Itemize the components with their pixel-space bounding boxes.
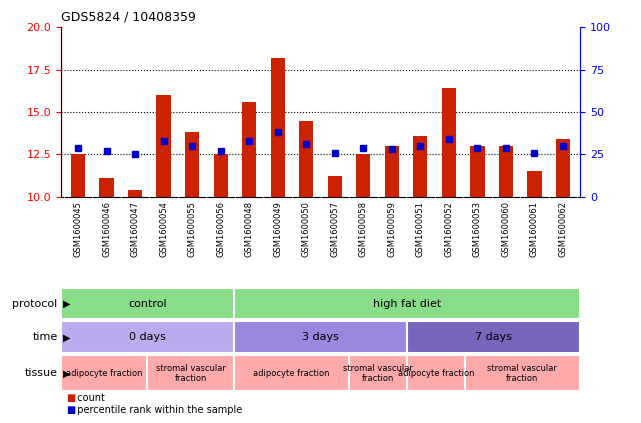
Text: protocol: protocol [12, 299, 58, 308]
Bar [407, 321, 580, 353]
Bar [385, 146, 399, 197]
Text: GSM1600055: GSM1600055 [188, 201, 197, 257]
Text: GSM1600049: GSM1600049 [273, 201, 282, 257]
Text: ▶: ▶ [63, 332, 71, 342]
Text: stromal vascular
fraction: stromal vascular fraction [343, 364, 413, 383]
Text: adipocyte fraction: adipocyte fraction [397, 369, 474, 378]
Bar [413, 136, 428, 197]
Text: 0 days: 0 days [129, 332, 166, 342]
Text: 3 days: 3 days [302, 332, 339, 342]
Bar [99, 178, 113, 197]
Text: high fat diet: high fat diet [373, 299, 441, 308]
Text: stromal vascular
fraction: stromal vascular fraction [487, 364, 558, 383]
Bar [407, 355, 465, 391]
Text: GDS5824 / 10408359: GDS5824 / 10408359 [61, 11, 196, 24]
Text: GSM1600061: GSM1600061 [530, 201, 539, 257]
Bar [465, 355, 580, 391]
Text: GSM1600057: GSM1600057 [330, 201, 339, 257]
Bar [61, 355, 147, 391]
Text: GSM1600048: GSM1600048 [245, 201, 254, 257]
Bar [528, 171, 542, 197]
Text: GSM1600062: GSM1600062 [558, 201, 567, 257]
Text: adipocyte fraction: adipocyte fraction [66, 369, 142, 378]
Bar [556, 139, 570, 197]
Bar [156, 95, 171, 197]
Text: ■: ■ [66, 393, 75, 403]
Text: GSM1600045: GSM1600045 [74, 201, 83, 257]
Bar [128, 190, 142, 197]
Text: 7 days: 7 days [475, 332, 512, 342]
Text: GSM1600046: GSM1600046 [102, 201, 111, 257]
Text: time: time [33, 332, 58, 342]
Bar [234, 355, 349, 391]
Bar [442, 88, 456, 197]
Bar [213, 154, 228, 197]
Bar [470, 146, 485, 197]
Bar [147, 355, 234, 391]
Text: tissue: tissue [25, 368, 58, 378]
Text: GSM1600060: GSM1600060 [501, 201, 510, 257]
Text: stromal vascular
fraction: stromal vascular fraction [156, 364, 226, 383]
Text: GSM1600056: GSM1600056 [216, 201, 225, 257]
Bar [499, 146, 513, 197]
Bar [61, 288, 234, 319]
Text: count: count [71, 393, 104, 403]
Text: GSM1600051: GSM1600051 [416, 201, 425, 257]
Bar [328, 176, 342, 197]
Bar [356, 154, 370, 197]
Text: GSM1600059: GSM1600059 [387, 201, 396, 257]
Bar [349, 355, 407, 391]
Bar [61, 321, 234, 353]
Bar [71, 154, 85, 197]
Text: GSM1600058: GSM1600058 [359, 201, 368, 257]
Text: GSM1600047: GSM1600047 [131, 201, 140, 257]
Bar [299, 121, 313, 197]
Text: control: control [128, 299, 167, 308]
Text: ■: ■ [66, 405, 75, 415]
Bar [234, 288, 580, 319]
Bar [242, 102, 256, 197]
Text: ▶: ▶ [63, 368, 71, 378]
Text: percentile rank within the sample: percentile rank within the sample [71, 405, 242, 415]
Text: GSM1600054: GSM1600054 [159, 201, 168, 257]
Text: ▶: ▶ [63, 299, 71, 308]
Text: GSM1600052: GSM1600052 [444, 201, 453, 257]
Text: adipocyte fraction: adipocyte fraction [253, 369, 330, 378]
Text: GSM1600053: GSM1600053 [473, 201, 482, 257]
Bar [271, 58, 285, 197]
Bar [234, 321, 407, 353]
Text: GSM1600050: GSM1600050 [302, 201, 311, 257]
Bar [185, 132, 199, 197]
